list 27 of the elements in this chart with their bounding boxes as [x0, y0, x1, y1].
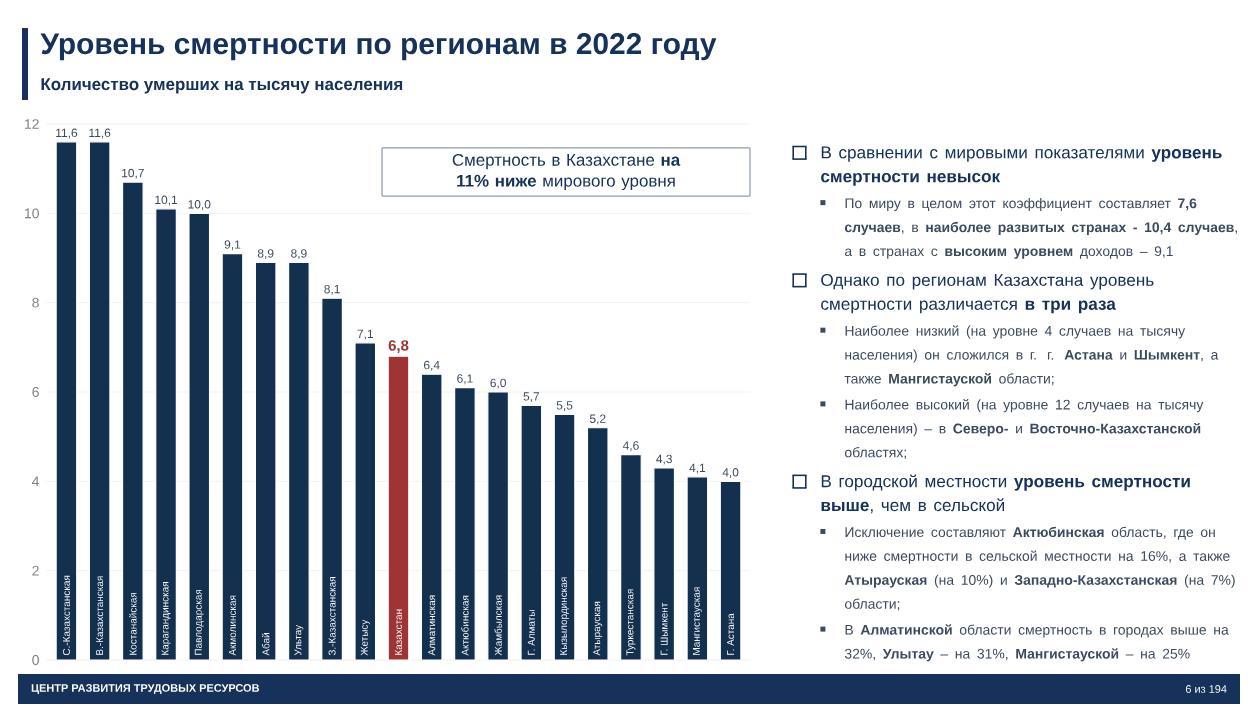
bar — [321, 297, 343, 661]
bar — [719, 480, 742, 661]
text: В сравнении с мировыми показателями уровень смертности невысок — [821, 146, 1222, 186]
bar — [553, 413, 576, 661]
text: В городской местности уровень смертности выше, чем в сельской — [821, 474, 1190, 514]
bar — [287, 261, 310, 661]
bar — [88, 141, 111, 661]
text: Однако по регионам Казахстана уровень смертности различается в три раза — [821, 273, 1154, 314]
bar — [620, 453, 642, 661]
bar — [354, 342, 377, 661]
bar — [586, 427, 609, 661]
bar — [221, 252, 244, 661]
bar — [487, 391, 510, 661]
bar — [188, 212, 211, 661]
bar — [420, 373, 443, 661]
bar — [155, 208, 177, 661]
bar — [387, 355, 410, 661]
bar — [55, 141, 78, 661]
bar — [454, 386, 476, 661]
bar — [121, 181, 144, 661]
bar — [254, 261, 277, 661]
bar — [653, 467, 676, 661]
bar — [686, 476, 709, 661]
text: Смертность в Казахстане на 11% ниже мирового уровня — [452, 153, 681, 191]
chart-subtitle: Количество умерших на тысячу населения — [41, 78, 403, 94]
chart-title: Уровень смертности по регионам в 2022 году — [40, 33, 717, 61]
bar — [520, 404, 543, 661]
